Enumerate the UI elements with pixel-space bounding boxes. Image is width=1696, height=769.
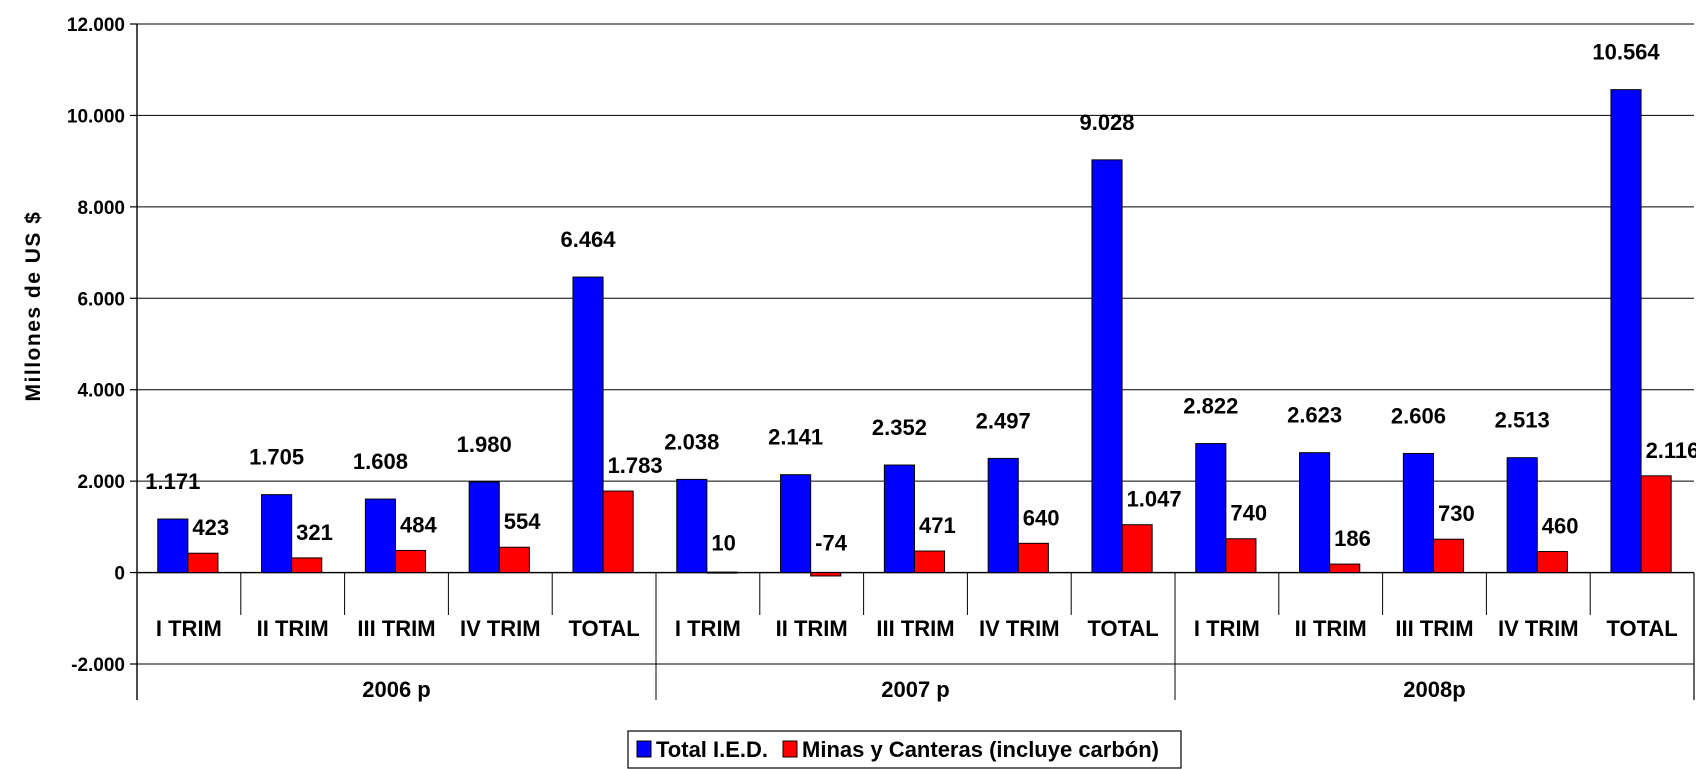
bar-total-ied [676,478,708,574]
data-label-minas-canteras: 321 [296,520,333,545]
data-label-minas-canteras: 460 [1542,514,1579,539]
bar-total-ied [261,494,293,574]
data-label-minas-canteras: 640 [1023,505,1060,530]
legend-label-total-ied: Total I.E.D. [656,737,768,762]
category-label: III TRIM [357,616,435,641]
category-label: IV TRIM [1498,616,1579,641]
axes [130,23,1695,700]
bar-total-ied [468,481,500,574]
legend-swatch-total-ied [636,740,652,758]
bar-minas-canteras [810,572,842,577]
bar-minas-canteras [187,552,219,574]
data-label-total-ied: 9.028 [1079,110,1134,135]
y-tick-label: -2.000 [71,655,125,676]
data-label-total-ied: 1.705 [249,445,304,470]
bar-total-ied [1091,159,1123,574]
bar-total-ied [1402,452,1434,574]
category-label: I TRIM [675,616,741,641]
bar-total-ied [364,498,396,574]
category-label: IV TRIM [979,616,1060,641]
group-label: 2006 p [362,677,431,702]
bar-total-ied [572,276,604,574]
data-label-minas-canteras: 1.783 [608,453,663,478]
group-label: 2007 p [881,677,950,702]
y-tick-label: 10.000 [67,106,125,127]
category-label: TOTAL [1087,616,1158,641]
category-label: II TRIM [776,616,848,641]
y-tick-labels: -2.000 0 2.000 4.000 6.000 8.000 10.000 12.000 [67,15,125,676]
bar-total-ied [780,474,812,574]
bar-minas-canteras [913,550,946,574]
category-label: II TRIM [1295,616,1367,641]
y-tick-label: 4.000 [77,381,125,402]
bars [157,89,1672,577]
data-label-total-ied: 2.497 [976,408,1031,433]
y-tick-label: 6.000 [77,289,125,310]
y-axis-title: Millones de US $ [22,211,45,402]
legend-swatch-minas-canteras [782,740,798,758]
data-label-total-ied: 6.464 [560,227,616,252]
category-label: II TRIM [257,616,329,641]
y-tick-label: 0 [114,564,125,585]
legend-label-minas-canteras: Minas y Canteras (incluye carbón) [802,737,1159,762]
category-label: I TRIM [156,616,222,641]
bar-total-ied [1506,457,1538,574]
data-label-total-ied: 2.513 [1495,408,1550,433]
y-tick-label: 12.000 [67,15,125,36]
data-label-minas-canteras: 2.116 [1646,438,1696,463]
data-label-minas-canteras: 554 [504,509,541,534]
data-label-total-ied: 10.564 [1592,40,1660,65]
y-tick-label: 8.000 [77,198,125,219]
bar-total-ied [883,464,915,574]
group-label: 2008p [1403,677,1465,702]
bar-total-ied [1195,443,1227,574]
data-label-total-ied: 1.980 [457,432,512,457]
data-label-total-ied: 1.608 [353,449,408,474]
category-label: IV TRIM [460,616,541,641]
category-label: I TRIM [1194,616,1260,641]
legend-box [627,730,1182,769]
data-label-total-ied: 1.171 [145,469,200,494]
bar-minas-canteras [602,490,634,574]
data-label-minas-canteras: 740 [1230,501,1267,526]
data-label-minas-canteras: 730 [1438,501,1475,526]
bar-minas-canteras [1017,542,1049,574]
data-label-minas-canteras: 471 [919,513,956,538]
data-label-minas-canteras: 484 [400,512,437,537]
bar-minas-canteras [1432,538,1465,574]
category-label: TOTAL [568,616,639,641]
data-label-total-ied: 2.623 [1287,403,1342,428]
bar-minas-canteras [498,546,530,574]
bar-minas-canteras [1640,475,1672,574]
data-label-total-ied: 2.606 [1391,403,1446,428]
bar-total-ied [1299,452,1331,574]
bar-total-ied [1610,89,1642,574]
data-label-total-ied: 2.352 [872,415,927,440]
data-label-minas-canteras: 186 [1334,526,1371,551]
bar-total-ied [157,518,189,574]
category-label: III TRIM [876,616,954,641]
bar-minas-canteras [1225,538,1257,574]
data-labels: 1.171 1.705 1.608 1.980 6.464 2.038 2.141 2.352… [145,40,1696,556]
data-label-total-ied: 2.822 [1183,394,1238,419]
bar-minas-canteras [1329,563,1361,574]
data-label-total-ied: 2.141 [768,425,823,450]
bar-minas-canteras [291,557,323,574]
data-label-minas-canteras: 1.047 [1127,487,1182,512]
data-label-total-ied: 2.038 [664,429,719,454]
bar-minas-canteras [394,549,427,574]
category-label: TOTAL [1606,616,1677,641]
bar-minas-canteras [1121,524,1153,574]
y-tick-label: 2.000 [77,472,125,493]
bar-total-ied [987,457,1019,574]
data-label-minas-canteras: 10 [711,531,735,556]
category-labels: I TRIM II TRIM III TRIM IV TRIM TOTAL I TRIM I… [156,616,1678,702]
category-label: III TRIM [1395,616,1473,641]
legend: Total I.E.D. Minas y Canteras (incluye c… [627,730,1182,769]
data-label-minas-canteras: -74 [815,531,848,556]
bar-minas-canteras [706,571,738,574]
bar-minas-canteras [1536,551,1568,574]
data-label-minas-canteras: 423 [192,515,229,540]
